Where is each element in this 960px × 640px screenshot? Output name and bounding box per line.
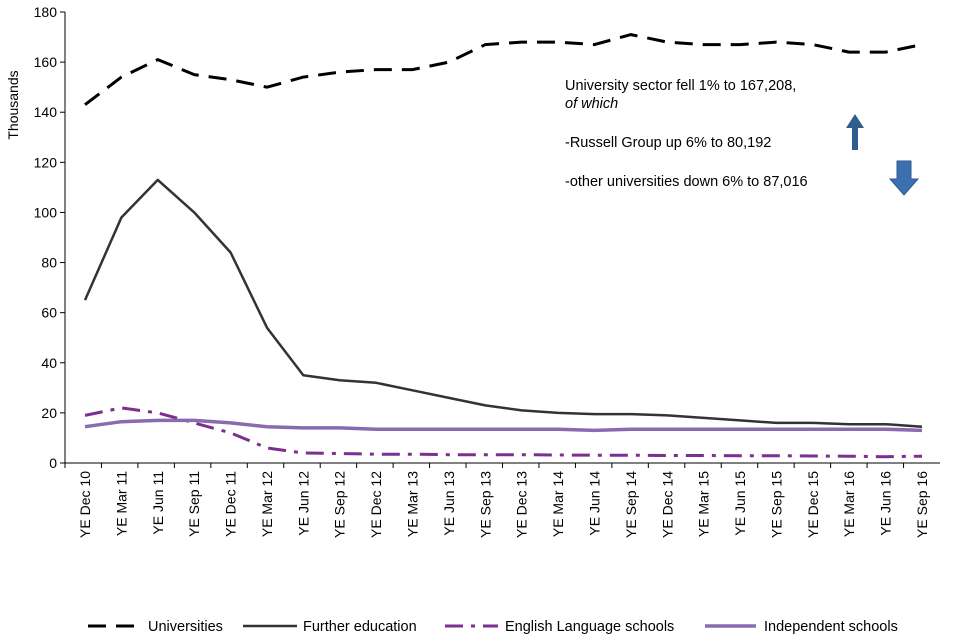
y-axis-ticks: 0 20 40 60 80 100 120 140 160 180 bbox=[34, 4, 65, 471]
series-line-further-education bbox=[83, 178, 923, 428]
x-tick-label: YE Jun 15 bbox=[732, 471, 748, 536]
x-tick-label: YE Mar 12 bbox=[259, 471, 275, 537]
annotation-line-1: University sector fell 1% to 167,208, bbox=[565, 78, 796, 94]
legend: Universities Further education English Lan… bbox=[88, 619, 898, 635]
y-tick-label: 140 bbox=[34, 104, 58, 120]
y-axis-label: Thousands bbox=[5, 70, 21, 139]
annotation-line-4: -other universities down 6% to 87,016 bbox=[565, 174, 808, 190]
x-tick-label: YE Jun 11 bbox=[150, 471, 166, 535]
annotation-line-3: -Russell Group up 6% to 80,192 bbox=[565, 135, 771, 151]
x-tick-label: YE Dec 15 bbox=[805, 471, 821, 538]
y-tick-label: 40 bbox=[41, 355, 57, 371]
x-tick-label: YE Dec 13 bbox=[514, 471, 530, 538]
series-lines bbox=[83, 33, 923, 459]
x-tick-label: YE Sep 15 bbox=[768, 471, 784, 538]
arrow-up-icon bbox=[846, 114, 864, 150]
x-tick-label: YE Jun 13 bbox=[441, 471, 457, 536]
y-tick-label: 20 bbox=[41, 405, 57, 421]
x-axis-ticks: YE Dec 10 YE Mar 11 YE Jun 11 YE Sep 11 YE D… bbox=[64, 463, 930, 538]
series-line-universities bbox=[84, 33, 923, 106]
x-tick-label: YE Jun 16 bbox=[878, 471, 894, 536]
x-tick-label: YE Mar 14 bbox=[550, 471, 566, 537]
y-tick-label: 160 bbox=[34, 54, 58, 70]
y-tick-label: 60 bbox=[41, 305, 57, 321]
series-line-english-language-schools bbox=[84, 406, 923, 459]
y-tick-label: 120 bbox=[34, 154, 58, 170]
x-tick-label: YE Dec 11 bbox=[223, 471, 239, 537]
annotation-line-2: of which bbox=[565, 96, 618, 112]
x-tick-label: YE Jun 12 bbox=[295, 471, 311, 536]
x-tick-label: YE Dec 14 bbox=[659, 471, 675, 538]
legend-label: English Language schools bbox=[505, 619, 674, 635]
legend-label: Further education bbox=[303, 619, 417, 635]
axes bbox=[64, 12, 940, 464]
x-tick-label: YE Mar 15 bbox=[696, 471, 712, 537]
legend-label: Independent schools bbox=[764, 619, 898, 635]
x-tick-label: YE Sep 12 bbox=[332, 471, 348, 538]
x-tick-label: YE Mar 13 bbox=[405, 471, 421, 537]
x-tick-label: YE Sep 14 bbox=[623, 471, 639, 538]
y-tick-label: 80 bbox=[41, 255, 57, 271]
y-tick-label: 0 bbox=[49, 455, 57, 471]
x-tick-label: YE Dec 12 bbox=[368, 471, 384, 538]
x-tick-label: YE Sep 13 bbox=[477, 471, 493, 538]
x-tick-label: YE Dec 10 bbox=[77, 471, 93, 538]
x-tick-label: YE Sep 16 bbox=[914, 471, 930, 538]
x-tick-label: YE Sep 11 bbox=[186, 471, 202, 537]
series-line-independent-schools bbox=[84, 418, 923, 433]
y-tick-label: 100 bbox=[34, 204, 58, 220]
legend-label: Universities bbox=[148, 619, 223, 635]
annotation-box: University sector fell 1% to 167,208, of… bbox=[565, 78, 920, 196]
x-tick-label: YE Mar 11 bbox=[113, 471, 129, 536]
x-tick-label: YE Mar 16 bbox=[841, 471, 857, 537]
y-tick-label: 180 bbox=[34, 4, 58, 20]
arrow-down-icon bbox=[888, 160, 920, 196]
x-tick-label: YE Jun 14 bbox=[586, 471, 602, 536]
